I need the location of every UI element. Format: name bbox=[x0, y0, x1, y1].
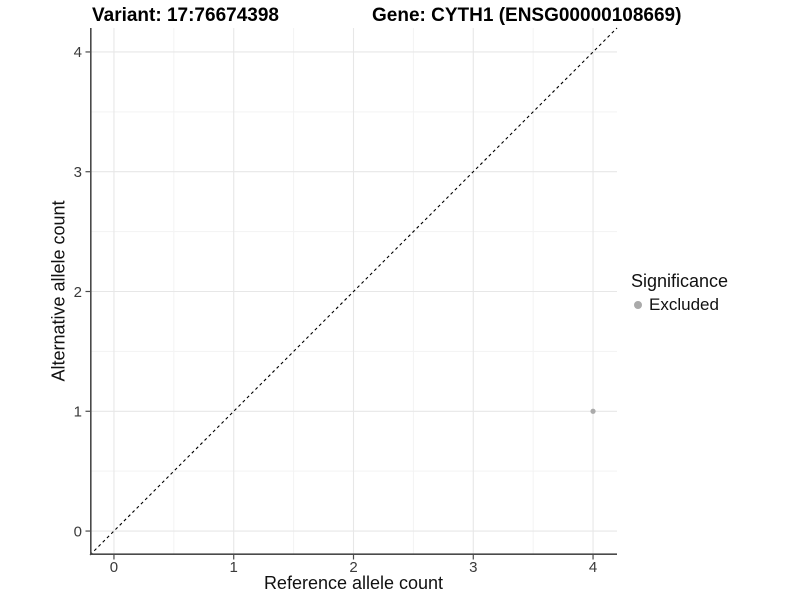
legend-title: Significance bbox=[631, 271, 729, 291]
y-tick-label: 3 bbox=[74, 164, 82, 181]
y-tick-label: 4 bbox=[74, 44, 82, 61]
legend-item-label: Excluded bbox=[649, 295, 719, 314]
plot-panel: 0 1 2 3 4 0 1 2 3 4 bbox=[74, 27, 618, 576]
x-axis-title: Reference allele count bbox=[263, 573, 444, 593]
legend-point-icon bbox=[634, 301, 642, 309]
identity-reference-line bbox=[89, 27, 618, 556]
y-axis-title: Alternative allele count bbox=[48, 200, 69, 382]
x-tick-label: 2 bbox=[349, 559, 357, 576]
gene-title: Gene: CYTH1 (ENSG00000108669) bbox=[372, 5, 682, 26]
x-tick-label: 4 bbox=[589, 559, 597, 576]
y-tick-label: 1 bbox=[74, 404, 82, 421]
y-tick-label: 0 bbox=[74, 523, 82, 540]
legend: Significance Excluded bbox=[631, 271, 728, 315]
x-tick-label: 0 bbox=[110, 559, 118, 576]
variant-title: Variant: 17:76674398 bbox=[92, 5, 279, 26]
x-tick-label: 1 bbox=[230, 559, 238, 576]
y-tick-label: 2 bbox=[74, 284, 82, 301]
data-point bbox=[590, 408, 596, 414]
x-tick-label: 3 bbox=[469, 559, 477, 576]
legend-item-excluded: Excluded bbox=[631, 295, 728, 315]
